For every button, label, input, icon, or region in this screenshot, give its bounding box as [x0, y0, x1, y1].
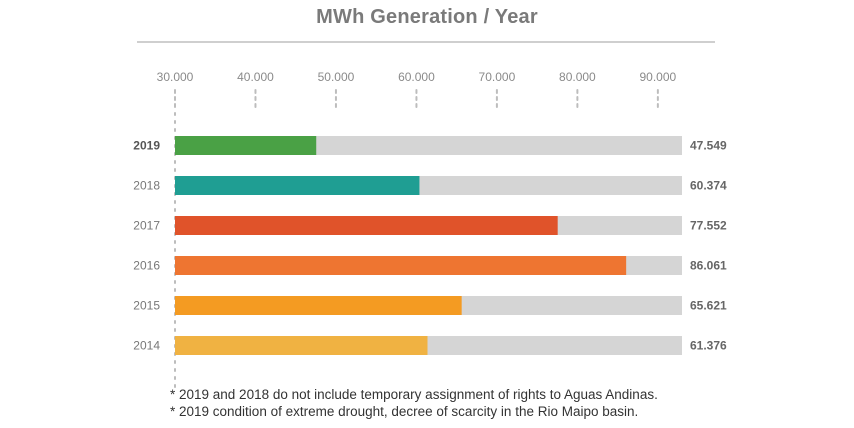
- bar-chart: 30.000 40.000 50.000 60.000 70.000 80.000 90.0…: [0, 0, 854, 428]
- value-label: 65.621: [690, 299, 727, 313]
- value-label: 47.549: [690, 139, 727, 153]
- category-label: 2015: [133, 299, 160, 313]
- footnotes: * 2019 and 2018 do not include temporary…: [170, 386, 658, 420]
- x-tick-label: 90.000: [640, 70, 677, 84]
- category-label: 2018: [133, 179, 160, 193]
- x-tick-label: 60.000: [398, 70, 435, 84]
- bar: [175, 176, 419, 195]
- value-label: 77.552: [690, 219, 727, 233]
- x-tick-label: 30.000: [157, 70, 194, 84]
- bar: [175, 136, 316, 155]
- footnote-2: * 2019 condition of extreme drought, dec…: [170, 403, 658, 420]
- bar: [175, 256, 626, 275]
- value-label: 86.061: [690, 259, 727, 273]
- category-label: 2014: [133, 339, 160, 353]
- value-label: 60.374: [690, 179, 727, 193]
- x-tick-label: 50.000: [318, 70, 355, 84]
- footnote-1: * 2019 and 2018 do not include temporary…: [170, 386, 658, 403]
- category-label: 2016: [133, 259, 160, 273]
- x-tick-label: 40.000: [237, 70, 274, 84]
- bar: [175, 216, 558, 235]
- category-label: 2019: [133, 139, 160, 153]
- x-tick-label: 70.000: [479, 70, 516, 84]
- bar: [175, 296, 462, 315]
- bar: [175, 336, 428, 355]
- x-tick-label: 80.000: [559, 70, 596, 84]
- category-label: 2017: [133, 219, 160, 233]
- value-label: 61.376: [690, 339, 727, 353]
